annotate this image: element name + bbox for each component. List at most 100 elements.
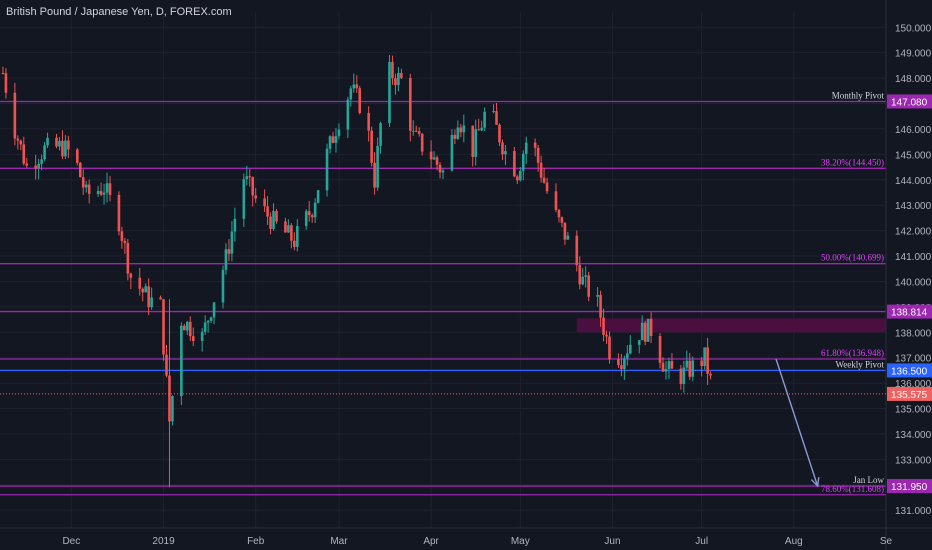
time-axis[interactable]: Dec 2019 Feb Mar Apr May Jun Jul Aug Se [0,527,932,547]
candle-body [492,111,495,113]
y-tick-label: 149.000 [895,49,932,60]
x-tick-label: May [511,536,530,547]
candle-body [400,73,403,79]
candle-body [623,358,626,370]
candle-body [414,130,418,132]
candle-body [242,179,246,219]
price-tags: 147.080 138.814 136.500 131.950 135.575 [0,94,932,494]
candle-body [78,162,82,178]
candle-body [43,145,46,160]
forecast-arrow[interactable] [775,358,819,487]
resistance-zone[interactable] [576,318,886,333]
candle-body [462,125,466,133]
candle-body [691,360,695,377]
candle-body [16,138,20,141]
y-tick-label: 135.000 [895,405,932,416]
candle-body [554,191,558,210]
candle-body [34,165,37,169]
candle-body [188,321,192,337]
candle-body [700,360,703,366]
candle-body [557,209,561,218]
x-tick-label: Jul [695,536,708,547]
candle-body [566,235,570,240]
candle-body [40,159,43,164]
forecast-arrow-head [810,477,820,488]
candle-body [159,297,162,300]
candle-body [688,360,692,377]
candle-body [337,129,341,137]
candle-body [459,127,463,133]
candle-body [649,318,653,336]
candle-body [429,151,433,160]
candle-body [346,99,350,130]
y-tick-label: 136.000 [895,379,932,390]
candle-body [584,275,588,277]
candle-body [284,221,287,233]
candle-body [521,153,525,171]
candle-body [245,176,249,180]
candle-body [129,273,133,278]
x-tick-label: Mar [330,536,348,547]
candle-body [328,136,332,149]
candle-body [1,73,5,75]
candle-body [587,275,590,297]
candle-body [578,265,582,285]
candle-body [411,130,415,132]
candle-body [643,322,647,342]
candle-body [230,231,234,254]
current-price-tag-text: 135.575 [891,390,928,401]
y-tick-label: 131.000 [895,506,932,517]
candle-body [171,396,174,422]
candle-body [471,125,475,157]
candle-body [120,231,124,241]
candle-body [545,182,549,192]
candle-body [435,157,439,165]
x-tick-label: Feb [247,536,265,547]
candle-body [480,127,483,131]
candle-body [536,147,540,163]
x-tick-label: Aug [785,536,803,547]
candle-body [64,140,67,157]
resistance-zone-box[interactable] [576,318,886,333]
candle-body [670,361,674,369]
candle-body [13,92,17,139]
level-price-tag [887,94,932,109]
candle-body [138,277,142,289]
candle-body [560,217,564,223]
y-tick-label: 150.000 [895,23,932,34]
candle-body [313,202,317,218]
candle-body [254,195,257,199]
annotations[interactable] [775,358,820,488]
candle-body [144,286,147,293]
x-tick-label: Se [880,536,893,547]
candle-body [55,137,58,147]
candle-body [575,235,579,266]
candle-body [203,322,207,332]
y-tick-label: 133.000 [895,455,932,466]
candle-body [646,318,650,342]
candle-body [19,140,23,145]
candle-body [640,322,644,341]
level-price-tag-text: 138.814 [891,308,928,319]
candle-body [599,295,602,318]
candle-body [290,225,293,241]
candle-body [123,240,127,243]
candle-body [495,111,498,125]
chart-title: British Pound / Japanese Yen, D, FOREX.c… [6,6,232,18]
candle-body [227,249,231,254]
level-price-tag [887,304,932,319]
candle-body [432,157,436,160]
level-price-tag-text: 147.080 [891,97,928,108]
candle-body [408,78,412,131]
candle-body [438,164,442,173]
candle-body [37,163,40,169]
candle-body [373,162,376,188]
candle-body [367,112,370,131]
candle-body [287,225,290,233]
y-tick-label: 141.000 [895,252,932,263]
level-label: Weekly Pivot [835,359,884,369]
candle-body [352,84,356,89]
candle-body [394,78,397,86]
candle-body [105,183,109,193]
